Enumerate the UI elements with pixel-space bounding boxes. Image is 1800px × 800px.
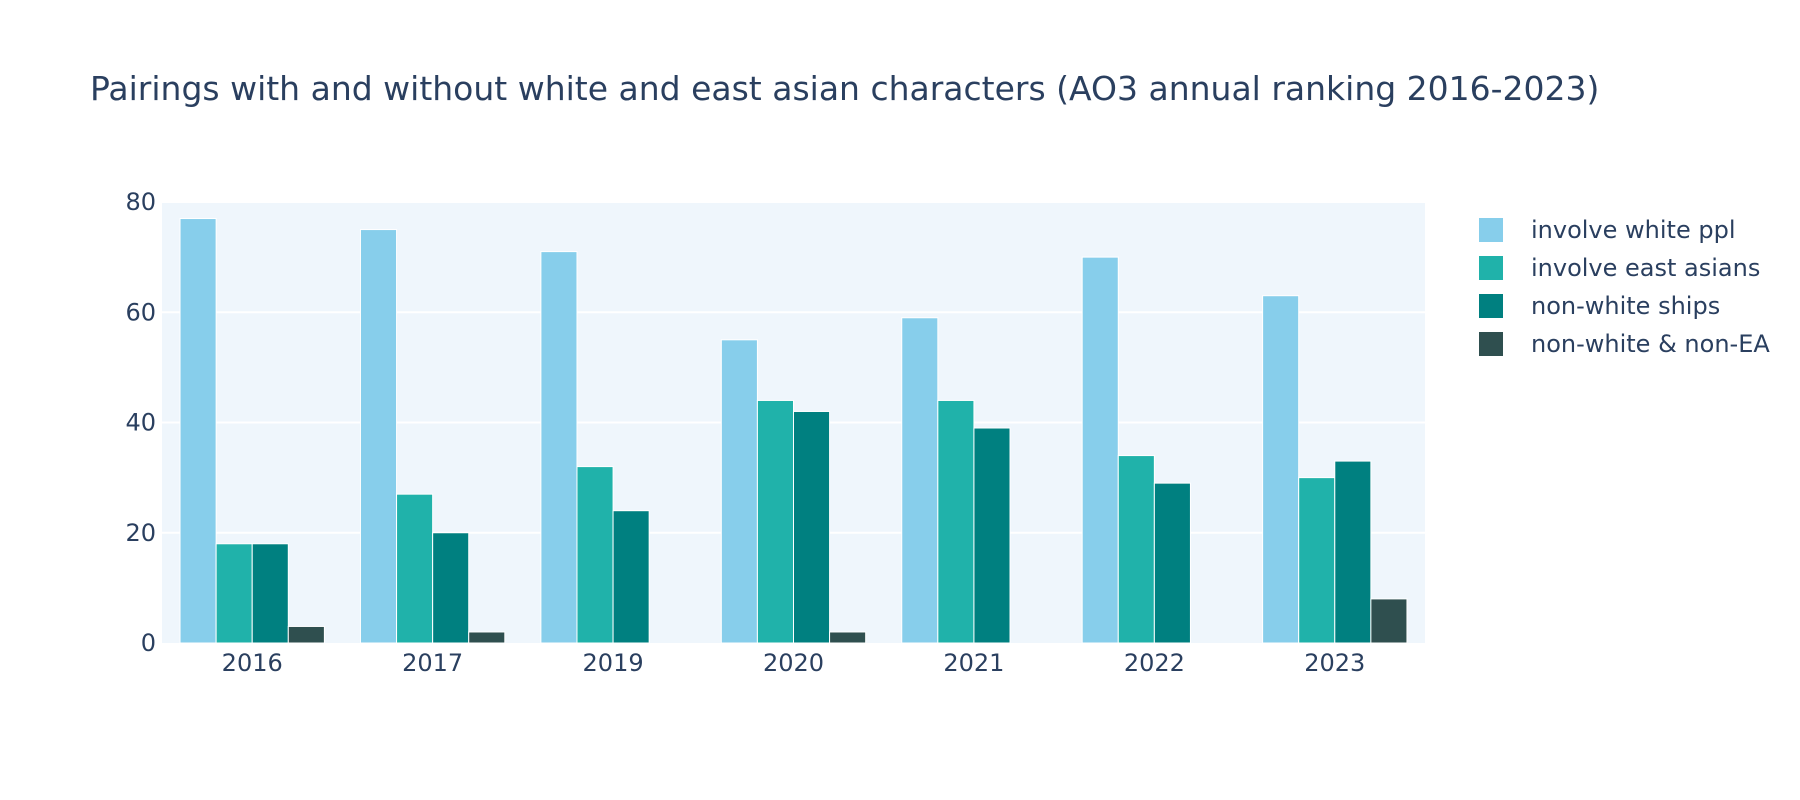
y-tick-label: 40 <box>125 409 156 437</box>
bar <box>1081 256 1119 644</box>
bar <box>937 399 975 644</box>
bar <box>793 410 831 644</box>
bar <box>720 339 758 644</box>
bar <box>973 427 1011 644</box>
bar <box>215 543 253 644</box>
y-axis-ticks: 0 20 40 60 80 <box>125 188 156 657</box>
bar <box>829 631 867 644</box>
bar <box>1153 482 1191 644</box>
legend-item[interactable]: involve white ppl <box>1479 216 1735 244</box>
legend-swatch <box>1479 256 1503 280</box>
bars <box>179 218 1408 644</box>
legend-item[interactable]: involve east asians <box>1479 254 1760 282</box>
legend-label: involve east asians <box>1531 254 1760 282</box>
y-tick-label: 60 <box>125 298 156 326</box>
legend-swatch <box>1479 332 1503 356</box>
bar <box>359 229 398 644</box>
legend-item[interactable]: non-white ships <box>1479 292 1720 320</box>
y-tick-label: 20 <box>125 519 156 547</box>
bar <box>432 532 470 644</box>
x-tick-label: 2019 <box>583 649 644 677</box>
bar <box>612 510 650 644</box>
legend-label: involve white ppl <box>1531 216 1735 244</box>
y-tick-label: 0 <box>141 629 156 657</box>
bar <box>1298 477 1336 644</box>
chart-title: Pairings with and without white and east… <box>90 69 1599 108</box>
legend-swatch <box>1479 218 1503 242</box>
legend-swatch <box>1479 294 1503 318</box>
legend-item[interactable]: non-white & non-EA <box>1479 330 1770 358</box>
bar <box>468 631 506 644</box>
x-tick-label: 2017 <box>402 649 463 677</box>
x-axis-ticks: 2016 2017 2019 2020 2021 2022 2023 <box>222 649 1366 677</box>
x-tick-label: 2023 <box>1304 649 1365 677</box>
bar <box>251 543 289 644</box>
legend-label: non-white & non-EA <box>1531 330 1770 358</box>
y-tick-label: 80 <box>125 188 156 216</box>
bar <box>287 625 325 644</box>
bar <box>179 218 217 644</box>
bar <box>396 493 434 644</box>
x-tick-label: 2020 <box>763 649 824 677</box>
x-tick-label: 2016 <box>222 649 283 677</box>
legend: involve white ppl involve east asians non-… <box>1479 216 1770 358</box>
bar <box>1262 295 1300 644</box>
bar <box>540 251 578 644</box>
legend-label: non-white ships <box>1531 292 1720 320</box>
bar <box>901 317 939 644</box>
bar <box>1334 460 1372 644</box>
x-tick-label: 2022 <box>1124 649 1185 677</box>
bar <box>1370 598 1408 644</box>
bar <box>756 399 795 644</box>
bar <box>1117 455 1155 644</box>
x-tick-label: 2021 <box>943 649 1004 677</box>
bar <box>576 466 614 644</box>
